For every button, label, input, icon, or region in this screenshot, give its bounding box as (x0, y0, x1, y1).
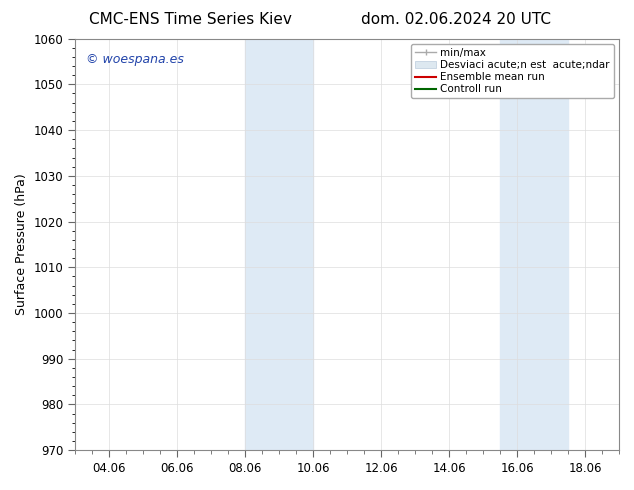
Y-axis label: Surface Pressure (hPa): Surface Pressure (hPa) (15, 173, 28, 315)
Text: CMC-ENS Time Series Kiev: CMC-ENS Time Series Kiev (89, 12, 292, 27)
Text: © woespana.es: © woespana.es (86, 53, 184, 66)
Bar (245, 39, 313, 450)
Text: dom. 02.06.2024 20 UTC: dom. 02.06.2024 20 UTC (361, 12, 552, 27)
Legend: min/max, Desviaci acute;n est  acute;ndar, Ensemble mean run, Controll run: min/max, Desviaci acute;n est acute;ndar… (411, 44, 614, 98)
Bar (500, 39, 568, 450)
